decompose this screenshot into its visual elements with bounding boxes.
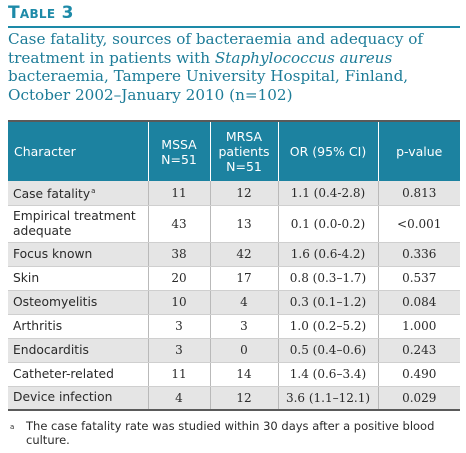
row-mssa: 3 <box>148 338 211 363</box>
header-mssa-line2: N=51 <box>161 151 197 167</box>
row-character: Skin <box>8 266 149 291</box>
footnote-marker: a <box>91 186 96 195</box>
row-character: Empirical treatment adequate <box>8 205 149 243</box>
footnote-marker: a <box>10 423 15 431</box>
header-mrsa-line2: patients <box>218 144 270 159</box>
row-p: 0.490 <box>378 362 460 387</box>
row-or: 0.5 (0.4–0.6) <box>278 338 379 363</box>
row-p: 0.813 <box>378 181 460 206</box>
row-mrsa: 12 <box>210 181 279 206</box>
row-or: 1.0 (0.2–5.2) <box>278 314 379 339</box>
row-character: Osteomyelitis <box>8 290 149 315</box>
header-row: Character MSSA N=51 MRSA patients N=51 O… <box>8 120 460 181</box>
table-row: Skin 20 17 0.8 (0.3–1.7) 0.537 <box>8 266 460 291</box>
table-row: Catheter-related 11 14 1.4 (0.6–3.4) 0.4… <box>8 362 460 387</box>
caption-text-start: Case fatality, sources of bacteraemia an… <box>8 30 424 67</box>
row-or: 3.6 (1.1–12.1) <box>278 386 379 411</box>
row-p: 0.537 <box>378 266 460 291</box>
row-character: Device infection <box>8 386 149 411</box>
row-p: 0.029 <box>378 386 460 411</box>
row-mrsa: 0 <box>210 338 279 363</box>
header-mrsa: MRSA patients N=51 <box>210 120 279 181</box>
data-table: Character MSSA N=51 MRSA patients N=51 O… <box>8 120 460 411</box>
label-rule <box>8 26 460 28</box>
row-p: 1.000 <box>378 314 460 339</box>
row-mrsa: 42 <box>210 242 279 267</box>
row-character: Case fatalitya <box>8 181 149 206</box>
row-or: 0.1 (0.0-0.2) <box>278 205 379 243</box>
footnote-text: The case fatality rate was studied withi… <box>26 419 435 447</box>
caption-text-end: bacteraemia, Tampere University Hospital… <box>8 67 409 104</box>
row-or: 1.6 (0.6-4.2) <box>278 242 379 267</box>
row-or: 0.8 (0.3–1.7) <box>278 266 379 291</box>
row-character: Catheter-related <box>8 362 149 387</box>
row-mrsa: 14 <box>210 362 279 387</box>
row-mssa: 20 <box>148 266 211 291</box>
caption-organism: Staphylococcus aureus <box>214 48 393 67</box>
table-row: Osteomyelitis 10 4 0.3 (0.1–1.2) 0.084 <box>8 290 460 315</box>
row-p: 0.336 <box>378 242 460 267</box>
row-p: <0.001 <box>378 205 460 243</box>
row-mrsa: 4 <box>210 290 279 315</box>
table-row: Device infection 4 12 3.6 (1.1–12.1) 0.0… <box>8 386 460 411</box>
row-mssa: 43 <box>148 205 211 243</box>
table-row: Endocarditis 3 0 0.5 (0.4–0.6) 0.243 <box>8 338 460 363</box>
row-mssa: 38 <box>148 242 211 267</box>
table-row: Case fatalitya 11 12 1.1 (0.4-2.8) 0.813 <box>8 181 460 206</box>
row-or: 1.1 (0.4-2.8) <box>278 181 379 206</box>
row-mrsa: 17 <box>210 266 279 291</box>
footnote: a The case fatality rate was studied wit… <box>8 419 460 447</box>
row-p: 0.084 <box>378 290 460 315</box>
header-character: Character <box>8 120 149 181</box>
row-mrsa: 13 <box>210 205 279 243</box>
table-row: Focus known 38 42 1.6 (0.6-4.2) 0.336 <box>8 242 460 267</box>
table-caption: Case fatality, sources of bacteraemia an… <box>8 30 460 104</box>
row-character: Endocarditis <box>8 338 149 363</box>
header-p-value: p-value <box>378 120 460 181</box>
table-row: Empirical treatment adequate 43 13 0.1 (… <box>8 205 460 243</box>
row-or: 1.4 (0.6–3.4) <box>278 362 379 387</box>
header-mssa: MSSA N=51 <box>148 120 211 181</box>
row-p: 0.243 <box>378 338 460 363</box>
header-mrsa-line3: N=51 <box>226 159 262 174</box>
row-mrsa: 12 <box>210 386 279 411</box>
row-mrsa: 3 <box>210 314 279 339</box>
row-mssa: 11 <box>148 181 211 206</box>
header-or: OR (95% CI) <box>278 120 379 181</box>
row-mssa: 11 <box>148 362 211 387</box>
header-mrsa-line1: MRSA <box>225 129 263 144</box>
header-mssa-line1: MSSA <box>161 136 197 152</box>
table-label: Table 3 <box>8 3 74 23</box>
row-mssa: 10 <box>148 290 211 315</box>
row-character: Arthritis <box>8 314 149 339</box>
row-mssa: 3 <box>148 314 211 339</box>
table-row: Arthritis 3 3 1.0 (0.2–5.2) 1.000 <box>8 314 460 339</box>
row-mssa: 4 <box>148 386 211 411</box>
row-character-text: Case fatality <box>13 186 91 201</box>
row-or: 0.3 (0.1–1.2) <box>278 290 379 315</box>
row-character: Focus known <box>8 242 149 267</box>
